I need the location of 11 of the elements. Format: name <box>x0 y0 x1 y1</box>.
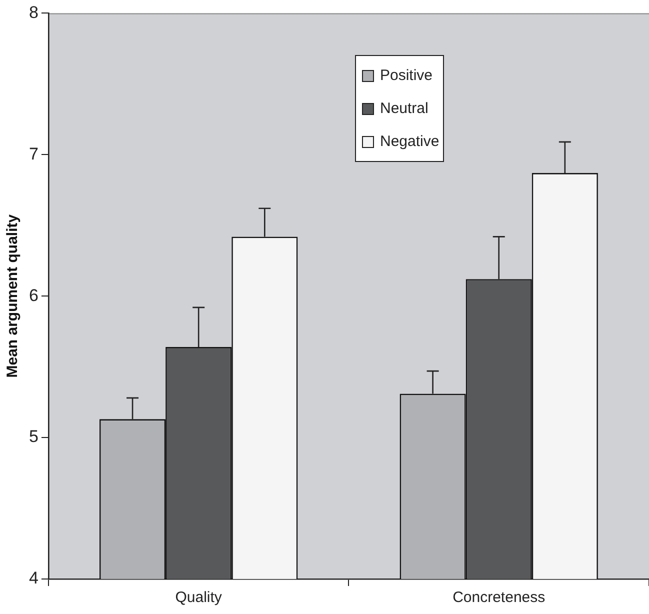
y-tick-label: 5 <box>28 427 38 446</box>
legend-label: Negative <box>380 133 440 150</box>
x-tick-label: Quality <box>175 589 222 606</box>
y-tick-label: 4 <box>28 568 38 588</box>
legend-label: Positive <box>380 67 433 84</box>
y-tick-label: 8 <box>28 2 38 22</box>
legend-label: Neutral <box>380 100 428 117</box>
y-axis-title: Mean argument quality <box>4 214 22 378</box>
y-tick-label: 6 <box>28 286 38 305</box>
y-tick-label: 7 <box>28 144 38 164</box>
x-tick-label: Concreteness <box>452 589 546 606</box>
